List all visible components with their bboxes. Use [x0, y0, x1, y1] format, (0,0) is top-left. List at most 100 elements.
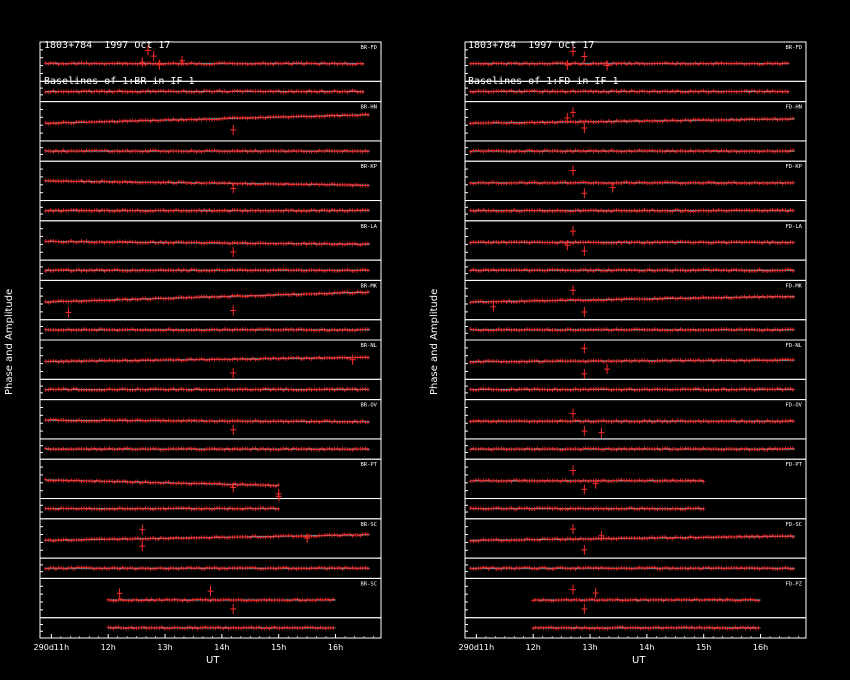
amplitude-point	[548, 120, 552, 125]
phase-point	[583, 267, 588, 272]
phase-point	[512, 387, 516, 392]
amplitude-point	[499, 299, 504, 304]
phase-point	[609, 88, 614, 93]
amplitude-point	[158, 239, 163, 244]
phase-point	[727, 149, 731, 154]
phase-point	[228, 209, 232, 214]
amplitude-point	[236, 597, 241, 602]
phase-point	[95, 89, 99, 94]
amplitude-point	[189, 481, 194, 486]
amplitude-point	[564, 597, 569, 602]
amplitude-point	[614, 537, 619, 542]
amplitude-point	[750, 180, 754, 185]
phase-point	[317, 89, 322, 94]
phase-point	[222, 208, 227, 213]
amplitude-point	[468, 61, 473, 66]
amplitude-point	[179, 239, 184, 244]
amplitude-point	[199, 117, 204, 122]
amplitude-point	[719, 240, 724, 245]
phase-point	[262, 626, 267, 631]
phase-point	[491, 328, 496, 333]
phase-point	[149, 625, 154, 630]
phase-point	[133, 507, 137, 512]
phase-point	[302, 208, 306, 213]
phase-point	[169, 208, 173, 213]
phase-point	[100, 88, 104, 93]
amplitude-point	[563, 119, 568, 124]
phase-point	[739, 268, 744, 273]
amplitude-point	[181, 240, 186, 245]
phase-point	[676, 149, 680, 154]
phase-point	[126, 625, 131, 630]
phase-point	[345, 386, 350, 391]
phase-point	[158, 208, 163, 213]
phase-point	[617, 90, 621, 95]
amplitude-point	[307, 183, 311, 188]
phase-point	[138, 506, 143, 511]
amplitude-point	[589, 359, 593, 364]
amplitude-point	[658, 180, 662, 185]
amplitude-point	[706, 419, 711, 424]
phase-point	[640, 327, 644, 332]
amplitude-point	[729, 296, 734, 301]
amplitude-point	[82, 180, 86, 185]
amplitude-point	[566, 298, 570, 303]
amplitude-point	[197, 295, 201, 300]
amplitude-point	[92, 479, 97, 484]
phase-point	[530, 148, 534, 153]
phase-point	[66, 267, 71, 272]
phase-point	[612, 327, 616, 332]
phase-point	[243, 208, 247, 213]
amplitude-point	[181, 418, 186, 423]
phase-point	[345, 267, 350, 272]
amplitude-point	[502, 61, 506, 66]
phase-point	[742, 208, 747, 213]
amplitude-point	[202, 241, 207, 246]
amplitude-point	[696, 478, 701, 483]
phase-point	[179, 386, 184, 391]
amplitude-point	[747, 358, 752, 363]
phase-point	[502, 209, 506, 214]
amplitude-point	[197, 180, 201, 185]
phase-point	[171, 386, 176, 391]
amplitude-point	[133, 180, 137, 185]
amplitude-point	[222, 60, 227, 65]
amplitude-point	[591, 419, 596, 424]
amplitude-point	[156, 240, 161, 245]
phase-point	[327, 209, 332, 214]
amplitude-point	[77, 240, 81, 245]
phase-point	[314, 268, 319, 273]
amplitude-point	[660, 61, 665, 66]
baseline-label: FD-SC	[785, 522, 802, 528]
amplitude-point	[243, 240, 247, 245]
phase-point	[563, 268, 568, 273]
amplitude-point	[69, 538, 74, 543]
amplitude-point	[343, 355, 347, 360]
amplitude-point	[640, 119, 644, 124]
phase-point	[128, 446, 132, 451]
amplitude-point	[123, 179, 127, 184]
phase-point	[609, 268, 614, 273]
amplitude-point	[171, 241, 176, 246]
phase-point	[281, 327, 286, 332]
amplitude-point	[320, 356, 324, 361]
outlier-point	[230, 482, 237, 493]
phase-point	[645, 149, 649, 154]
amplitude-point	[627, 296, 632, 301]
amplitude-point	[179, 419, 184, 424]
amplitude-point	[608, 597, 612, 602]
phase-point	[532, 566, 537, 571]
phase-point	[765, 88, 770, 93]
amplitude-point	[112, 536, 117, 541]
phase-point	[630, 327, 634, 332]
phase-point	[290, 625, 295, 630]
phase-point	[345, 90, 350, 95]
phase-point	[294, 209, 299, 214]
phase-point	[248, 328, 253, 333]
phase-point	[222, 89, 227, 94]
phase-point	[118, 506, 122, 511]
amplitude-point	[125, 240, 130, 245]
outlier-point	[564, 113, 571, 124]
phase-point	[706, 267, 711, 272]
amplitude-point	[312, 419, 317, 424]
